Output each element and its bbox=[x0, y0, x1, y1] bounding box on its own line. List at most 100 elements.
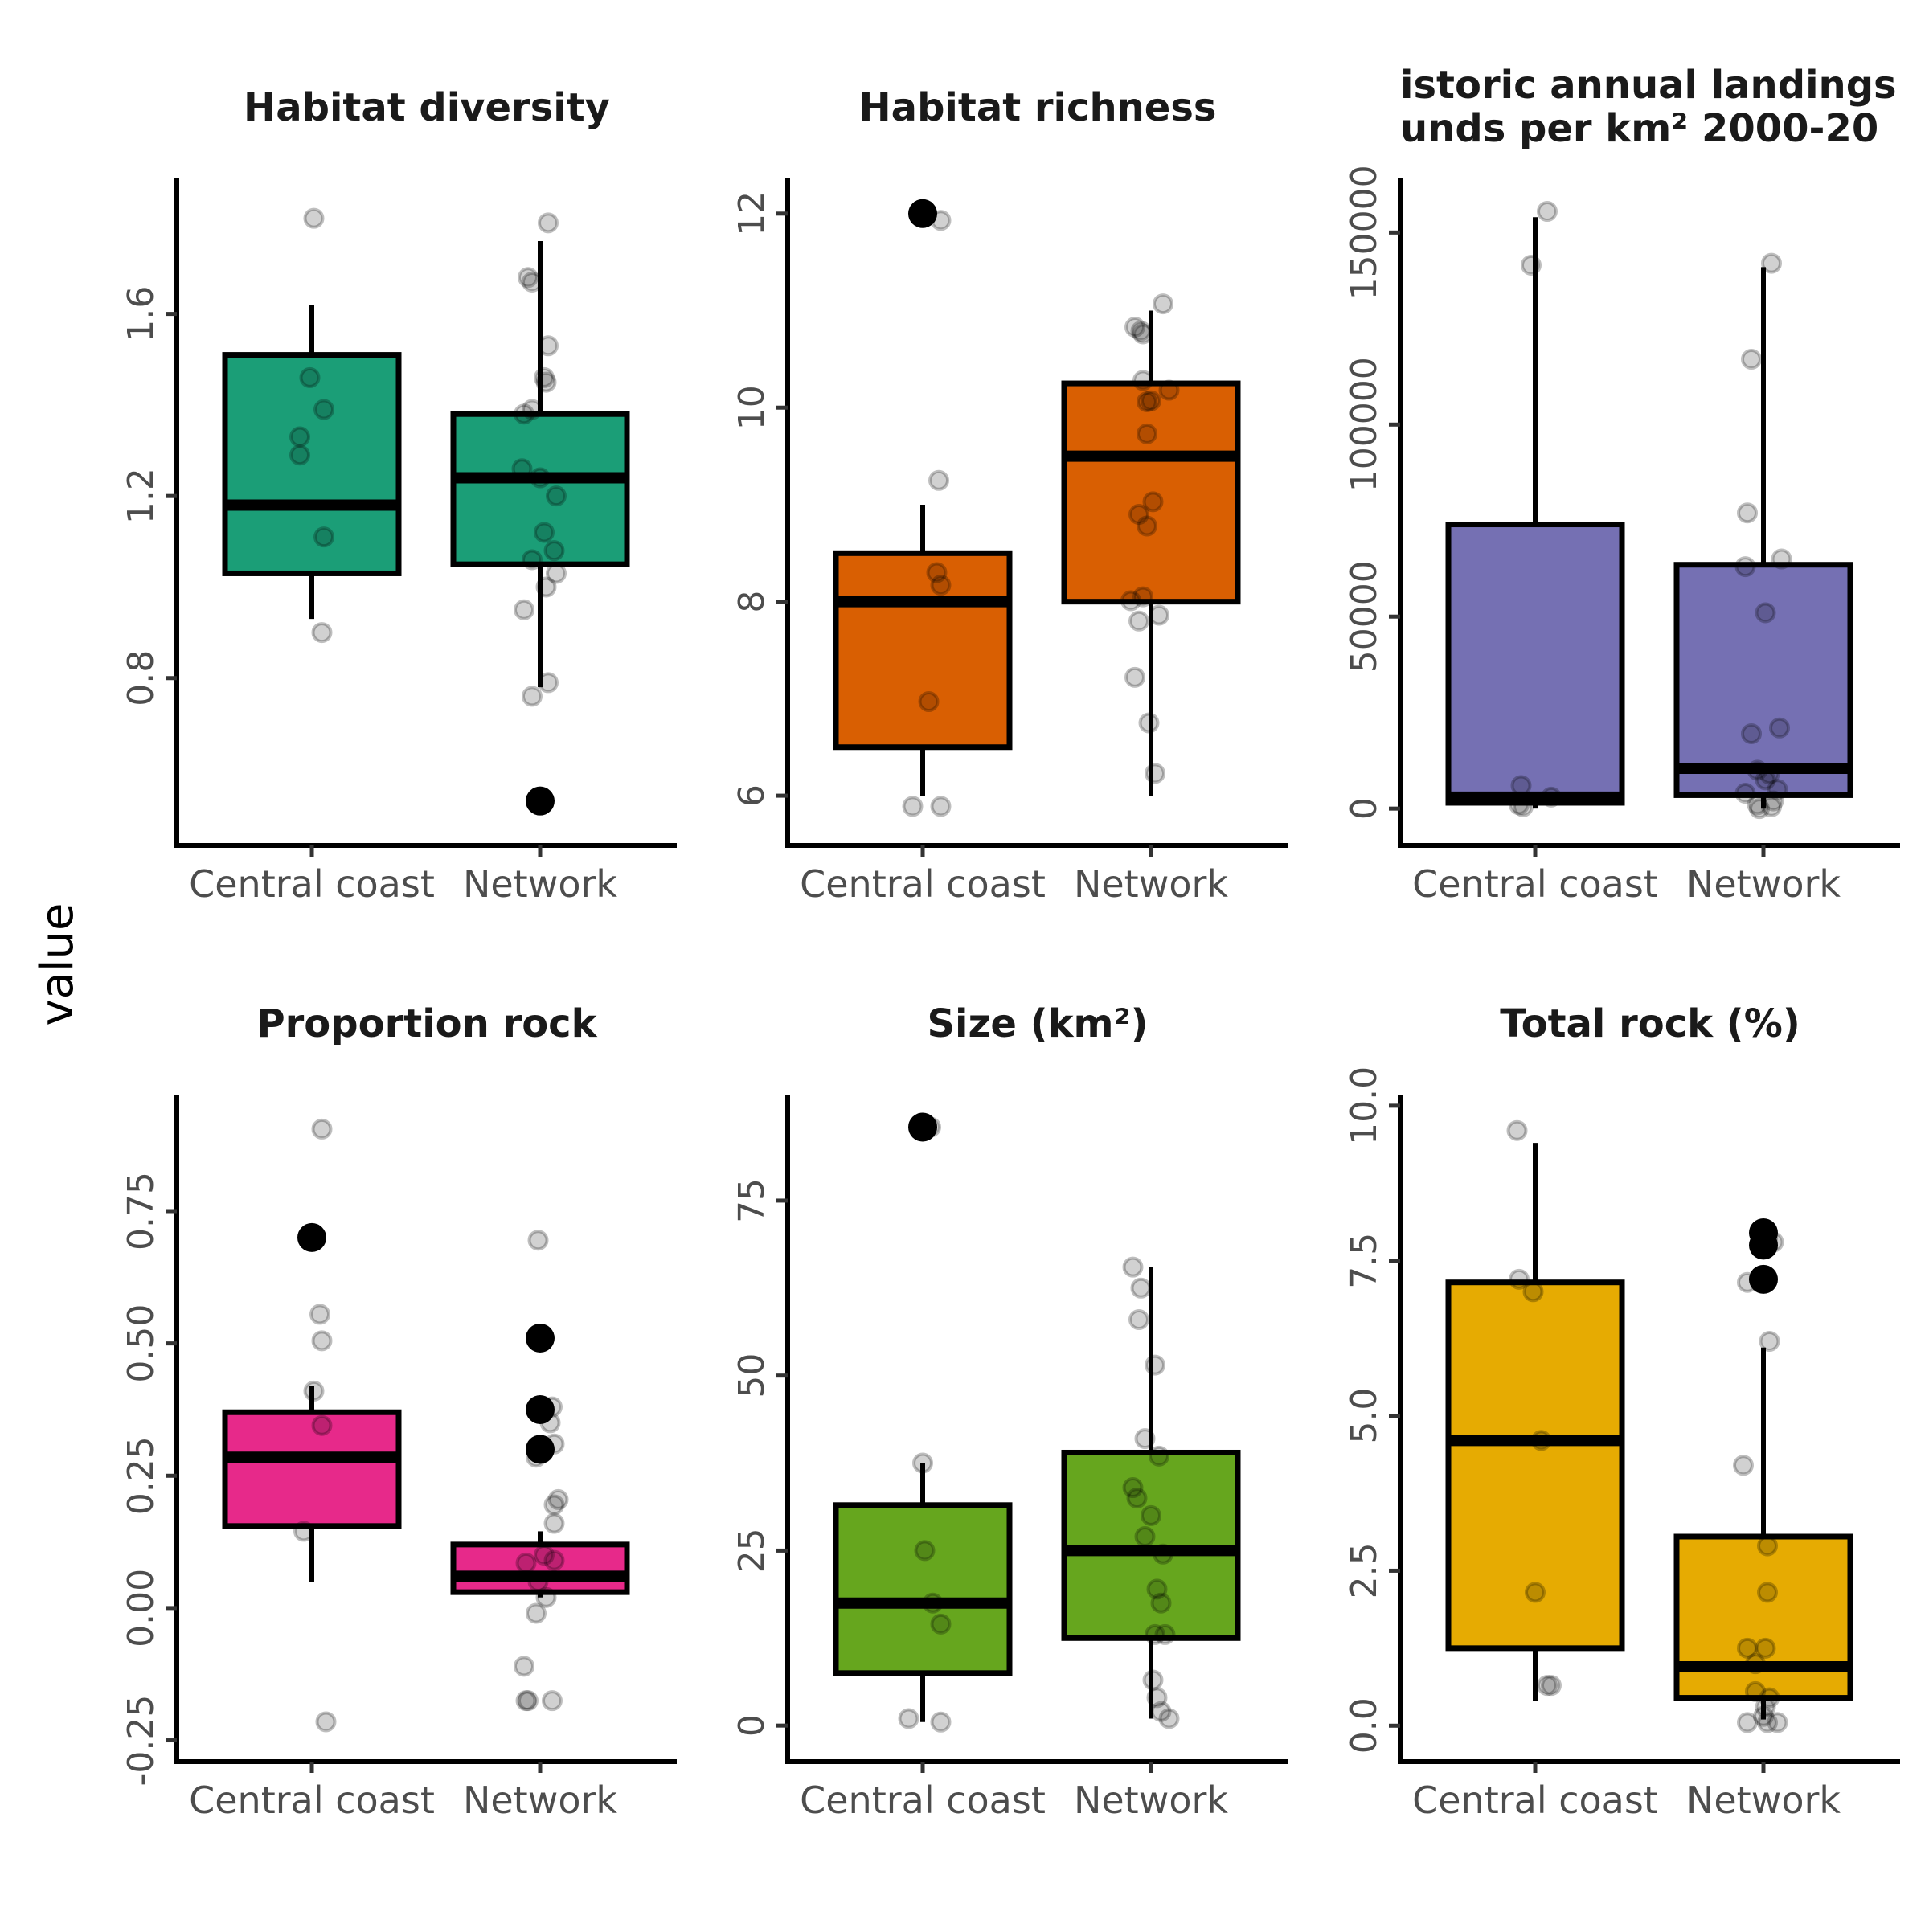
y-tick-label: 150000 bbox=[1344, 165, 1385, 300]
data-point bbox=[526, 1602, 547, 1624]
data-point bbox=[1132, 370, 1153, 391]
data-point bbox=[1122, 1256, 1144, 1278]
y-tick-label: 5.0 bbox=[1344, 1388, 1385, 1444]
data-point bbox=[534, 522, 555, 543]
x-tick-label: Central coast bbox=[1412, 1779, 1658, 1822]
data-point bbox=[1137, 423, 1157, 444]
data-point bbox=[1541, 786, 1562, 808]
outlier-point bbox=[908, 1112, 937, 1142]
data-point bbox=[293, 1521, 314, 1542]
outlier-point bbox=[297, 1222, 326, 1252]
data-point bbox=[1506, 1119, 1528, 1141]
data-point bbox=[1153, 293, 1173, 315]
data-point bbox=[1509, 1268, 1530, 1290]
panel-2: istoric annual landings unds per km² 2000… bbox=[1344, 63, 1900, 906]
data-point bbox=[1134, 1526, 1156, 1547]
data-point bbox=[538, 335, 559, 357]
box-0 bbox=[1445, 217, 1625, 809]
box-body bbox=[1445, 1279, 1625, 1652]
data-point bbox=[289, 426, 310, 448]
y-tick-label: 2.5 bbox=[1344, 1542, 1385, 1598]
data-point bbox=[1745, 1680, 1766, 1702]
data-point bbox=[1132, 586, 1153, 608]
y-tick-label: 10.0 bbox=[1344, 1066, 1385, 1145]
y-tick-label: 1.6 bbox=[121, 286, 162, 342]
data-point bbox=[535, 576, 557, 598]
data-point bbox=[920, 1116, 941, 1138]
y-tick-label: 50 bbox=[731, 1353, 772, 1398]
y-tick-label: 0.50 bbox=[121, 1304, 162, 1383]
data-point bbox=[1153, 1543, 1173, 1565]
data-point bbox=[538, 672, 559, 694]
outlier-point bbox=[526, 786, 555, 816]
data-point bbox=[535, 371, 557, 393]
box-body bbox=[833, 1502, 1013, 1676]
x-tick-label: Central coast bbox=[189, 1779, 435, 1822]
outlier-point bbox=[526, 1394, 555, 1424]
data-point bbox=[1521, 254, 1542, 276]
data-point bbox=[1124, 666, 1145, 688]
data-point bbox=[522, 686, 543, 707]
box-1 bbox=[450, 1324, 630, 1598]
data-point bbox=[1747, 759, 1768, 781]
data-point bbox=[1755, 1637, 1776, 1659]
data-point bbox=[534, 1545, 555, 1566]
box-0 bbox=[1445, 1143, 1625, 1701]
data-point bbox=[902, 796, 924, 817]
data-point bbox=[522, 399, 543, 420]
data-point bbox=[1759, 1331, 1780, 1352]
box-1 bbox=[450, 240, 630, 816]
data-point bbox=[522, 549, 543, 571]
data-point bbox=[1150, 1592, 1172, 1614]
data-point bbox=[1145, 763, 1165, 784]
y-tick-label: 0 bbox=[731, 1714, 772, 1737]
data-point bbox=[299, 366, 321, 388]
x-tick-label: Network bbox=[1074, 1779, 1228, 1822]
panel-title: Size (km²) bbox=[927, 1001, 1148, 1046]
data-point bbox=[1128, 610, 1149, 632]
data-point bbox=[543, 540, 565, 562]
x-tick-label: Central coast bbox=[1412, 862, 1658, 906]
y-tick-label: 0.0 bbox=[1344, 1697, 1385, 1754]
data-point bbox=[1734, 556, 1756, 578]
data-point bbox=[926, 562, 948, 583]
data-point bbox=[289, 444, 310, 466]
data-point bbox=[1146, 1687, 1168, 1709]
data-point bbox=[1745, 1653, 1766, 1675]
box-body bbox=[222, 1409, 402, 1529]
data-point bbox=[1737, 1637, 1758, 1659]
data-point bbox=[311, 1330, 333, 1352]
y-tick-label: 6 bbox=[731, 784, 772, 807]
box-1 bbox=[1061, 1267, 1241, 1719]
data-point bbox=[930, 210, 952, 231]
data-point bbox=[930, 1613, 952, 1635]
data-point bbox=[1142, 1669, 1164, 1691]
data-point bbox=[311, 1118, 333, 1140]
data-point bbox=[1513, 796, 1534, 817]
data-point bbox=[1128, 504, 1149, 526]
data-point bbox=[1149, 1445, 1169, 1467]
data-point bbox=[1510, 775, 1532, 796]
box-1 bbox=[1673, 1218, 1853, 1720]
data-point bbox=[1759, 1687, 1780, 1709]
y-tick-label: 25 bbox=[731, 1528, 772, 1573]
data-point bbox=[898, 1708, 919, 1729]
box-0 bbox=[222, 305, 402, 620]
x-tick-label: Network bbox=[463, 862, 617, 906]
data-point bbox=[1522, 1281, 1544, 1303]
y-tick-label: 0.00 bbox=[121, 1569, 162, 1648]
panel-4: Size (km²) 0 25 50 75 Central coast Network bbox=[731, 1001, 1288, 1822]
y-tick-label: 12 bbox=[731, 191, 772, 236]
data-point bbox=[1767, 1712, 1788, 1733]
data-point bbox=[914, 1540, 936, 1562]
box-0 bbox=[833, 1112, 1013, 1722]
data-point bbox=[1763, 1231, 1784, 1253]
data-point bbox=[918, 690, 940, 712]
data-point bbox=[515, 1690, 537, 1712]
y-tick-label: 8 bbox=[731, 591, 772, 613]
data-point bbox=[1763, 790, 1784, 812]
data-point bbox=[526, 1447, 547, 1468]
data-point bbox=[1734, 783, 1756, 804]
data-point bbox=[313, 526, 334, 548]
